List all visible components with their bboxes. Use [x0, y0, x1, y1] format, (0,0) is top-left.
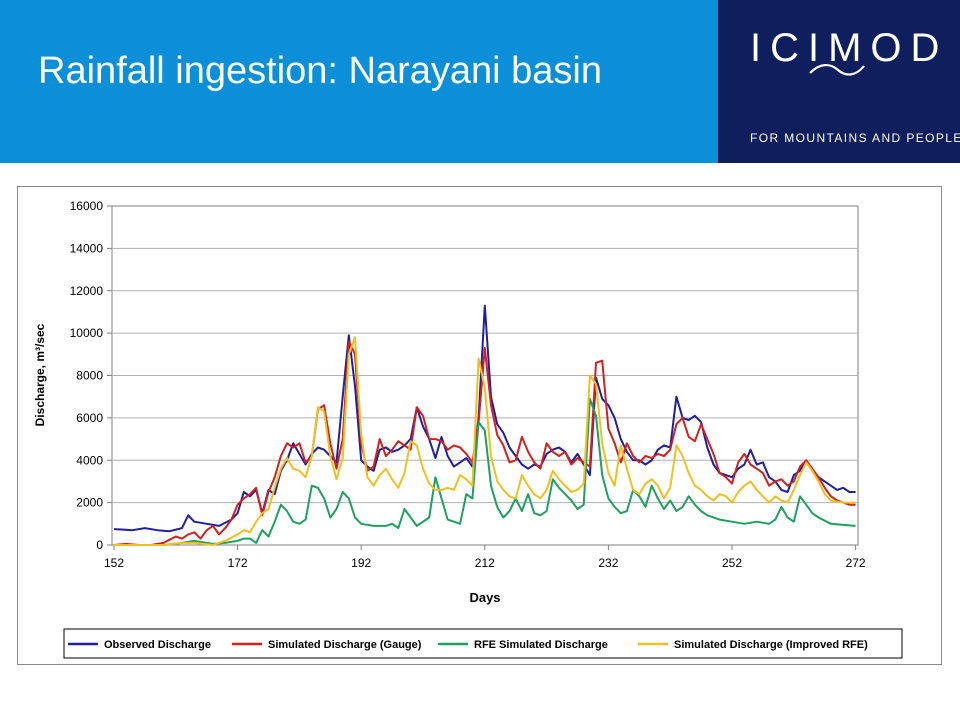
legend-label: Simulated Discharge (Improved RFE) — [674, 639, 868, 651]
y-tick-label: 8000 — [76, 369, 103, 383]
title-banner — [0, 0, 718, 163]
legend-label: RFE Simulated Discharge — [474, 639, 608, 651]
x-tick-label: 172 — [228, 556, 248, 570]
icimod-logo: ICIMOD — [750, 26, 949, 70]
y-axis-label: Discharge, m³/sec — [33, 323, 47, 426]
y-tick-label: 16000 — [70, 199, 104, 213]
x-tick-label: 192 — [351, 556, 371, 570]
y-tick-label: 4000 — [76, 453, 103, 467]
x-tick-label: 212 — [475, 556, 495, 570]
y-tick-label: 6000 — [76, 411, 103, 425]
gridlines — [112, 247, 858, 504]
logo-panel — [718, 0, 960, 163]
x-tick-label: 272 — [846, 556, 866, 570]
chart-frame: 0 2000 4000 6000 8000 10000 12000 14000 16000 15… — [17, 186, 942, 665]
y-tick-label: 10000 — [70, 326, 104, 340]
discharge-chart: 0 2000 4000 6000 8000 10000 12000 14000 16000 15… — [33, 199, 903, 659]
legend-box — [63, 628, 903, 659]
legend-item: RFE Simulated Discharge — [438, 639, 608, 651]
logo-tagline: FOR MOUNTAINS AND PEOPLE — [750, 131, 960, 145]
y-tick-label: 14000 — [70, 241, 104, 255]
legend-label: Simulated Discharge (Gauge) — [268, 639, 422, 651]
slide-title: Rainfall ingestion: Narayani basin — [38, 50, 602, 92]
y-tick-label: 0 — [96, 538, 103, 552]
series-line-3 — [114, 397, 856, 546]
legend-item: Simulated Discharge (Improved RFE) — [638, 639, 868, 651]
legend-item: Observed Discharge — [68, 639, 211, 651]
legend: Observed Discharge Simulated Discharge (G… — [63, 628, 903, 659]
x-tick-label: 152 — [104, 556, 124, 570]
x-tick-label: 232 — [598, 556, 618, 570]
logo-wave-icon — [809, 64, 865, 76]
series-lines — [113, 304, 856, 546]
y-axis-ticks: 0 2000 4000 6000 8000 10000 12000 14000 16000 — [70, 199, 112, 552]
series-line-1 — [113, 304, 856, 533]
x-tick-label: 252 — [722, 556, 742, 570]
legend-item: Simulated Discharge (Gauge) — [232, 639, 422, 651]
y-tick-label: 12000 — [70, 284, 104, 298]
slide-header: Rainfall ingestion: Narayani basin ICIMO… — [0, 0, 960, 163]
y-tick-label: 2000 — [76, 496, 103, 510]
x-axis-label: Days — [469, 590, 500, 605]
series-line-4 — [114, 336, 856, 546]
legend-label: Observed Discharge — [104, 639, 211, 651]
x-axis-ticks: 152 172 192 212 232 252 272 — [104, 545, 866, 570]
